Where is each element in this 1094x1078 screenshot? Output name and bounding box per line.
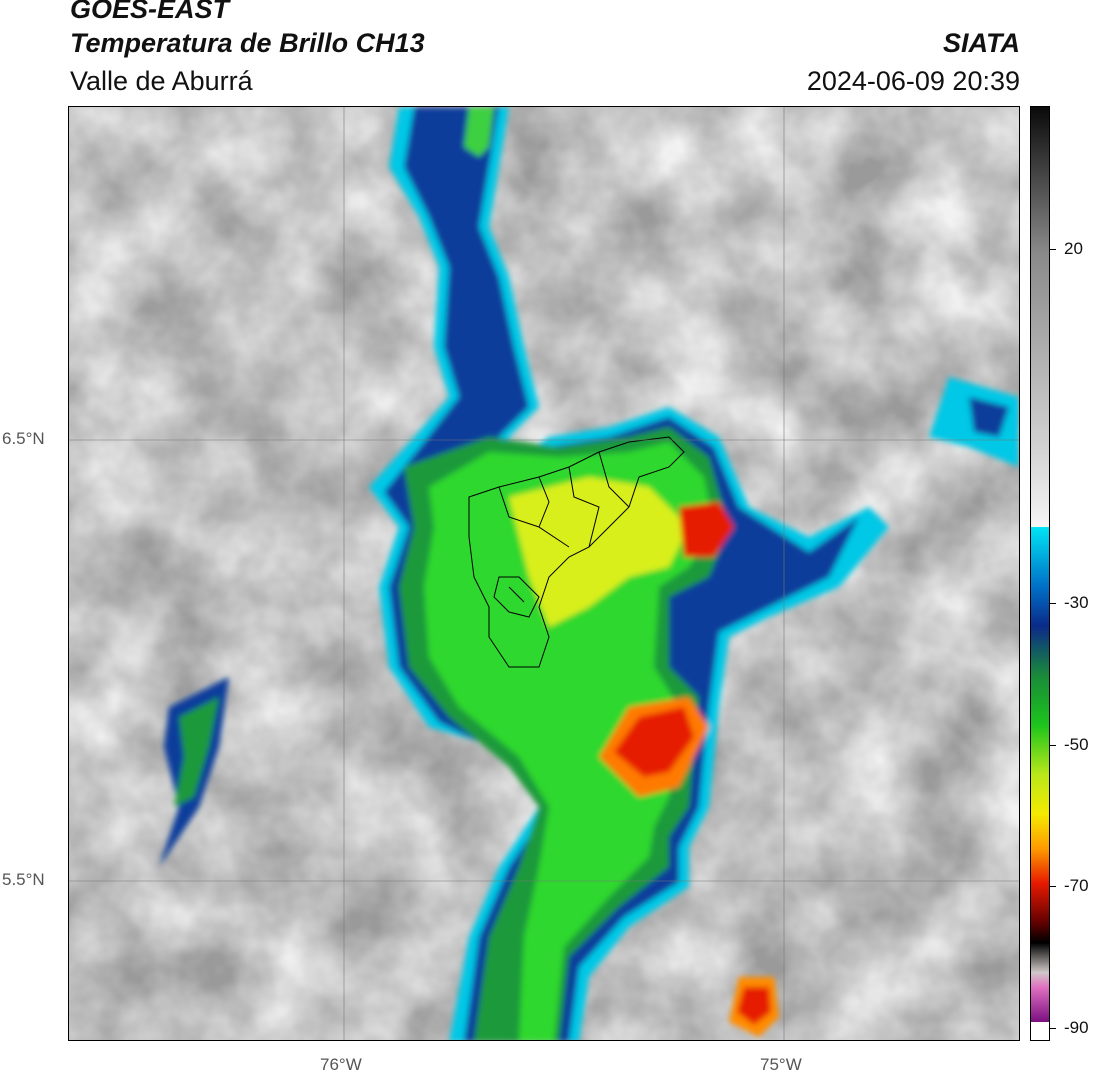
satellite-title: GOES-EAST: [70, 0, 230, 24]
product-title: Temperatura de Brillo CH13: [70, 28, 425, 58]
colorbar-tick--90: [1050, 1028, 1056, 1029]
colorbar-label--50: -50: [1064, 735, 1089, 754]
lat-label-6.5: 6.5°N: [2, 429, 45, 448]
colorbar-tick-20: [1050, 249, 1056, 250]
colorbar-tick--30: [1050, 603, 1056, 604]
region-title: Valle de Aburrá: [70, 66, 253, 96]
graticule: [69, 107, 1019, 1040]
colorbar-tick--70: [1050, 886, 1056, 887]
org-label: SIATA: [943, 28, 1020, 58]
colorbar: [1030, 106, 1050, 1041]
colorbar-label-20: 20: [1064, 239, 1083, 258]
lat-label-5.5: 5.5°N: [2, 870, 45, 889]
colorbar-label--30: -30: [1064, 593, 1089, 612]
colorbar-tick--50: [1050, 745, 1056, 746]
lon-label-75: 75°W: [760, 1055, 802, 1074]
colorbar-label--90: -90: [1064, 1018, 1089, 1037]
cold-cloud: [159, 107, 1019, 1040]
lon-label-76: 76°W: [320, 1055, 362, 1074]
municipality-boundaries: [468, 436, 685, 668]
satellite-map[interactable]: [68, 106, 1020, 1041]
colorbar-gradient: [1031, 107, 1049, 1040]
map-imagery: [69, 107, 1019, 1040]
colorbar-label--70: -70: [1064, 876, 1089, 895]
datetime-label: 2024-06-09 20:39: [806, 66, 1020, 96]
